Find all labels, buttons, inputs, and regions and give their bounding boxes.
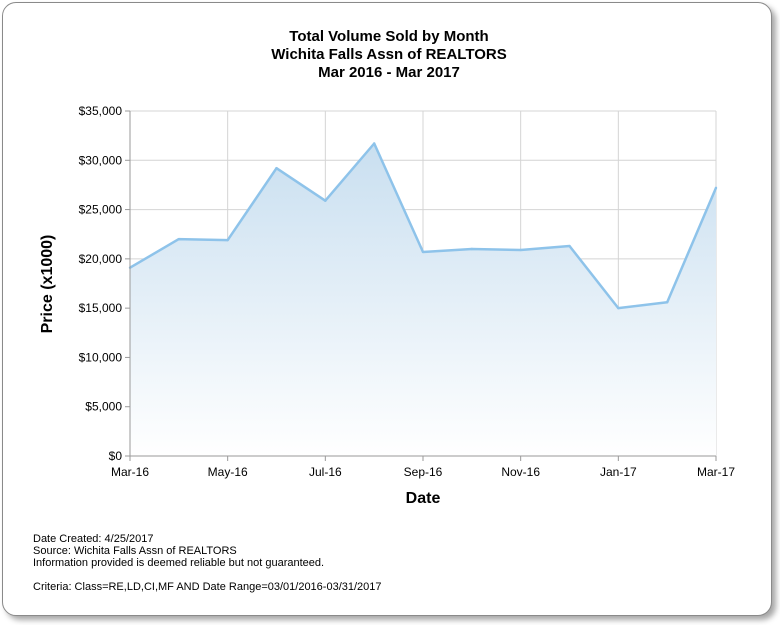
x-tick-label: Jan-17 bbox=[600, 465, 637, 479]
series-area-fill bbox=[130, 143, 716, 456]
data-point bbox=[470, 247, 474, 251]
y-tick-label: $20,000 bbox=[79, 252, 123, 266]
x-tick-label: Jul-16 bbox=[309, 465, 342, 479]
footer-date-created: Date Created: 4/25/2017 bbox=[33, 533, 154, 545]
x-tick-label: Mar-17 bbox=[697, 465, 735, 479]
footer-disclaimer: Information provided is deemed reliable … bbox=[33, 557, 325, 569]
x-tick-label: Mar-16 bbox=[111, 465, 149, 479]
data-point bbox=[372, 142, 376, 145]
x-tick-label: May-16 bbox=[208, 465, 248, 479]
footer-criteria: Criteria: Class=RE,LD,CI,MF AND Date Ran… bbox=[33, 581, 382, 593]
x-axis-label: Date bbox=[406, 490, 441, 507]
y-axis-label: Price (x1000) bbox=[39, 235, 56, 334]
y-tick-label: $10,000 bbox=[79, 350, 123, 364]
data-point bbox=[519, 248, 522, 252]
x-tick-label: Nov-16 bbox=[501, 465, 540, 479]
data-point bbox=[177, 237, 181, 241]
data-point bbox=[275, 166, 278, 170]
y-tick-label: $0 bbox=[109, 449, 123, 463]
chart-title: Total Volume Sold by Month bbox=[289, 28, 489, 45]
chart-subtitle: Wichita Falls Assn of REALTORS bbox=[271, 46, 507, 63]
data-point bbox=[324, 199, 327, 202]
data-point bbox=[568, 244, 571, 248]
data-point bbox=[617, 306, 620, 310]
y-tick-label: $30,000 bbox=[79, 153, 123, 167]
data-point bbox=[421, 250, 425, 254]
y-tick-label: $15,000 bbox=[79, 301, 123, 315]
data-point bbox=[226, 238, 229, 242]
y-tick-label: $25,000 bbox=[79, 203, 123, 217]
y-tick-label: $35,000 bbox=[79, 104, 123, 118]
footer-source: Source: Wichita Falls Assn of REALTORS bbox=[33, 545, 237, 557]
data-point bbox=[714, 186, 718, 190]
chart-period: Mar 2016 - Mar 2017 bbox=[318, 64, 460, 81]
x-tick-label: Sep-16 bbox=[404, 465, 443, 479]
y-tick-label: $5,000 bbox=[85, 400, 122, 414]
data-point bbox=[665, 301, 669, 304]
